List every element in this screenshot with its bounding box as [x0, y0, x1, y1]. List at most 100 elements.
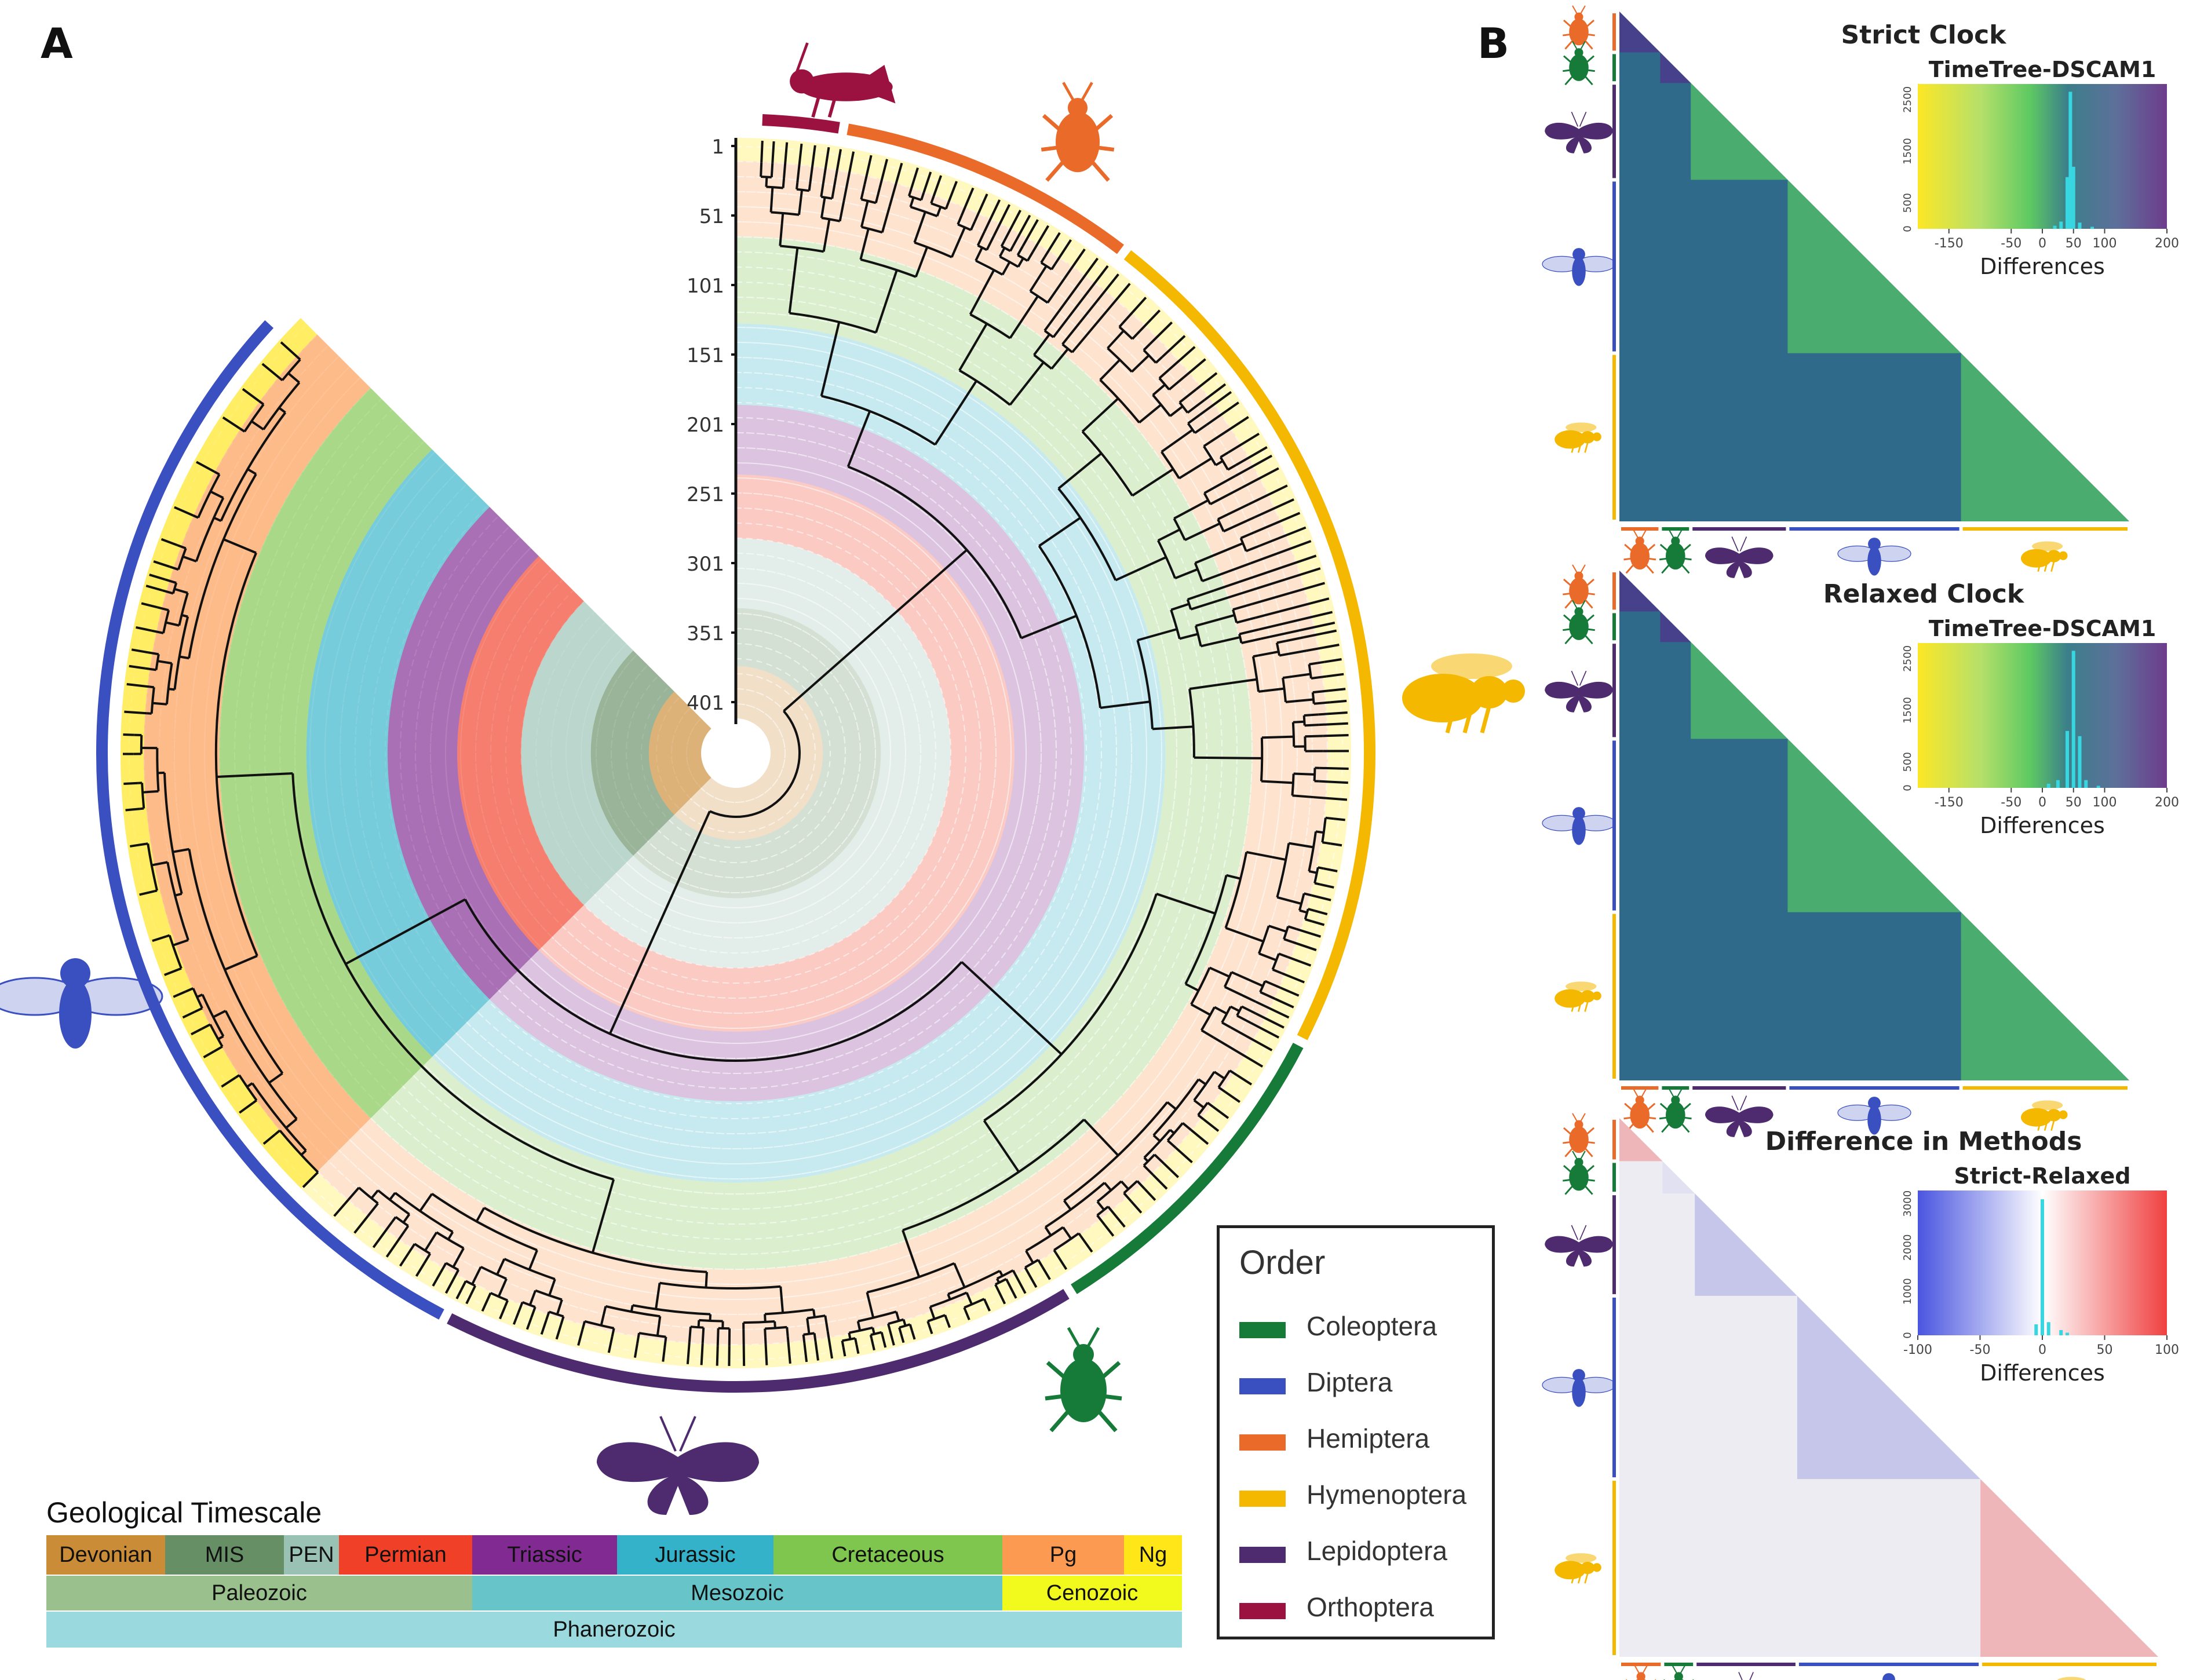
tree-branch [838, 200, 845, 222]
tree-tip [1323, 734, 1349, 737]
heatmap-block-hemiptera [1619, 571, 1661, 612]
tree-tip [131, 648, 148, 654]
tree-tip [222, 416, 240, 430]
col-bar-lepidoptera [1692, 527, 1786, 531]
tree-branch [201, 1023, 211, 1030]
tree-branch [174, 587, 188, 594]
tree-tip [499, 1306, 506, 1320]
tree-tip [1003, 210, 1021, 242]
tree-tip [126, 682, 149, 688]
tree-tip [786, 1336, 791, 1364]
tree-tip [716, 1346, 719, 1366]
lepidoptera-silhouette [597, 1416, 759, 1515]
tree-node-arc [659, 1281, 781, 1290]
tree-tip [814, 1341, 819, 1361]
tree-node-arc [1200, 1006, 1216, 1031]
tree-tip [465, 1294, 472, 1305]
tree-tip [1291, 941, 1317, 951]
tree-branch [806, 1318, 811, 1334]
tree-tip [1206, 401, 1239, 426]
tree-tip [1255, 1000, 1290, 1019]
tree-branch [908, 1324, 913, 1331]
tree-branch [1024, 1266, 1031, 1276]
tree-branch [1189, 678, 1257, 691]
tree-tip [1012, 214, 1031, 247]
tree-branch [1217, 503, 1250, 521]
tree-branch [656, 1316, 662, 1336]
col-bar-lepidoptera [1696, 1663, 1796, 1666]
tree-tip [881, 1335, 887, 1348]
tree-node-arc [214, 552, 258, 956]
panel-a-label: A [41, 19, 73, 68]
tree-tip [262, 1133, 276, 1145]
tree-branch [976, 231, 986, 246]
tree-node-arc [281, 359, 301, 381]
tree-tip [139, 890, 155, 896]
tree-node-arc [220, 411, 287, 522]
tree-tip [481, 1298, 489, 1312]
tree-tip [153, 560, 170, 568]
tree-node-arc [431, 1193, 538, 1251]
x-tick-label: 100 [2155, 1343, 2179, 1357]
guide-ring [596, 612, 876, 894]
tree-node-arc [1081, 430, 1134, 496]
tree-branch [1236, 616, 1256, 624]
tree-branch [929, 1306, 936, 1320]
tree-branch [1107, 1206, 1117, 1217]
tree-branch [769, 187, 774, 213]
tree-branch [779, 1286, 784, 1313]
tree-tip [1255, 597, 1330, 619]
tree-node-arc [163, 772, 183, 894]
guide-ring [370, 386, 1102, 1120]
heatmap-block-hymenoptera [1961, 912, 2129, 1080]
x-tick-label: 100 [2093, 236, 2117, 251]
tree-branch [969, 269, 995, 315]
tree-branch [1143, 1164, 1154, 1176]
tree-branch [1213, 1071, 1225, 1080]
tree-tip [1281, 972, 1305, 984]
tree-branch [1017, 257, 1024, 268]
tree-branch [403, 1225, 410, 1232]
inset-xlabel: Differences [1980, 813, 2105, 838]
tree-branch [1190, 600, 1218, 611]
histogram-bar [2046, 783, 2050, 788]
tree-branch [969, 221, 976, 231]
tree-node-arc [521, 1301, 536, 1308]
tree-branch [345, 898, 466, 965]
tree-branch [1071, 330, 1092, 353]
tree-branch [1123, 1192, 1133, 1203]
tree-tip [700, 1343, 704, 1365]
tree-tip [1240, 467, 1279, 489]
heatmap-block-hymenoptera [1980, 1479, 2158, 1657]
tree-node-arc [1188, 688, 1195, 758]
tree-branch [1184, 522, 1221, 541]
tree-node-arc [177, 547, 187, 570]
tree-branch [177, 544, 187, 550]
tree-branch [213, 1045, 223, 1053]
tree-branch [1312, 689, 1329, 694]
row-bar-coleoptera [1612, 613, 1616, 641]
tree-branch [1276, 636, 1305, 644]
tree-branch [1012, 1269, 1016, 1275]
tree-tip [826, 1331, 834, 1359]
timescale-title: Geological Timescale [46, 1496, 322, 1529]
x-tick-label: -50 [1970, 1343, 1991, 1357]
guide-ring [640, 658, 831, 848]
tree-branch [898, 1327, 903, 1334]
heatmap-block-diptera [1787, 180, 1961, 353]
col-bar-hemiptera [1621, 1086, 1659, 1090]
row-icon-hymenoptera [1555, 1553, 1601, 1584]
tree-branch [1276, 896, 1302, 905]
tree-branch [1304, 892, 1312, 897]
guide-ring [129, 145, 1344, 1360]
tree-node-arc [1184, 875, 1228, 985]
tree-tip [1149, 321, 1173, 345]
tree-tip [1330, 842, 1342, 847]
tree-branch [1309, 660, 1324, 666]
tree-tip [932, 175, 943, 198]
row-icon-hemiptera [1563, 5, 1595, 50]
tree-branch [1226, 874, 1241, 880]
tree-branch [783, 549, 968, 712]
tree-branch [958, 323, 988, 371]
row-icon-coleoptera [1563, 1151, 1595, 1195]
